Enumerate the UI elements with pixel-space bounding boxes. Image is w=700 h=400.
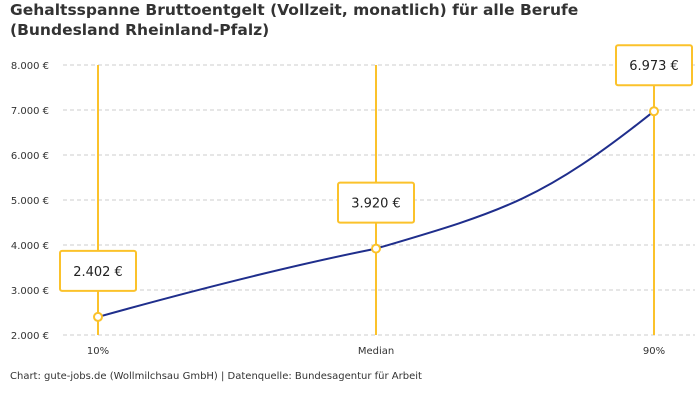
value-label-box bbox=[59, 249, 137, 292]
y-tick-label: 6.000 € bbox=[11, 151, 49, 162]
value-label-box bbox=[615, 44, 693, 87]
data-point bbox=[649, 106, 659, 117]
x-tick-label: 10% bbox=[87, 346, 109, 357]
y-tick-label: 4.000 € bbox=[11, 241, 49, 252]
chart-credit: Chart: gute-jobs.de (Wollmilchsau GmbH) … bbox=[10, 371, 422, 382]
y-tick-label: 8.000 € bbox=[11, 61, 49, 72]
y-tick-label: 2.000 € bbox=[11, 331, 49, 342]
data-point bbox=[93, 311, 103, 322]
data-label: 2.402 € bbox=[73, 265, 123, 280]
data-label: 3.920 € bbox=[351, 197, 401, 212]
x-tick-label: 90% bbox=[643, 346, 665, 357]
value-label-box bbox=[337, 181, 415, 224]
y-tick-label: 3.000 € bbox=[11, 286, 49, 297]
data-label: 6.973 € bbox=[629, 59, 679, 74]
chart-title: Gehaltsspanne Bruttoentgelt (Vollzeit, m… bbox=[10, 1, 579, 39]
data-point bbox=[371, 243, 381, 254]
x-tick-label: Median bbox=[358, 346, 394, 357]
y-tick-label: 5.000 € bbox=[11, 196, 49, 207]
y-tick-label: 7.000 € bbox=[11, 106, 49, 117]
